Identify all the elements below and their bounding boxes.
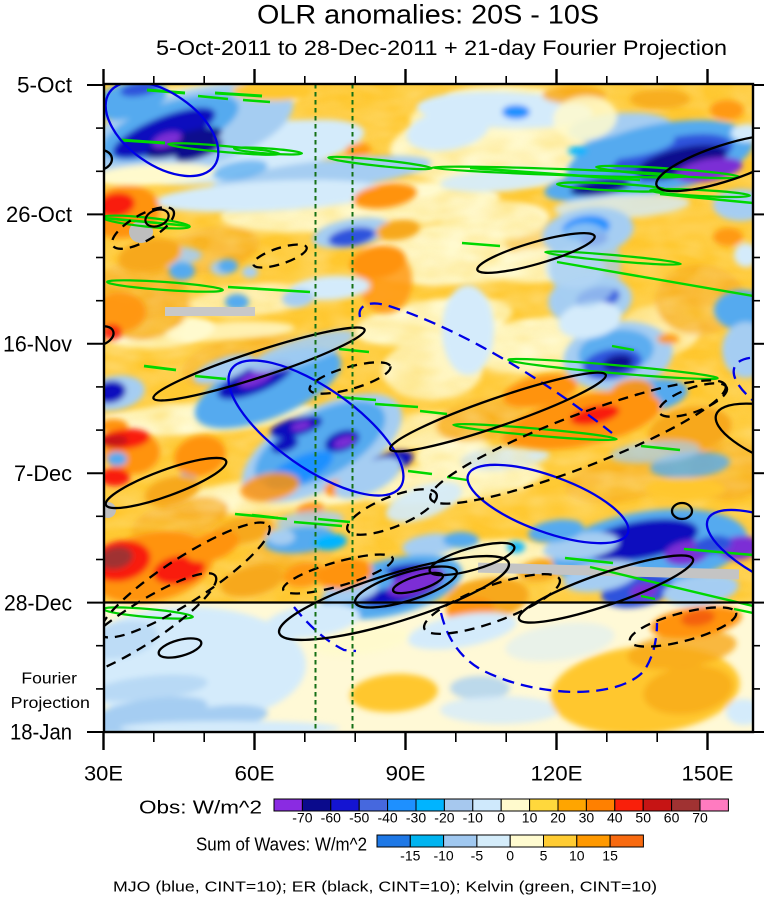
svg-text:18-Jan: 18-Jan <box>10 720 72 745</box>
svg-text:0: 0 <box>506 848 514 864</box>
svg-text:60: 60 <box>664 810 680 826</box>
svg-text:90E: 90E <box>386 763 426 786</box>
svg-text:60E: 60E <box>235 763 275 786</box>
svg-text:30E: 30E <box>84 763 123 786</box>
svg-text:40: 40 <box>607 810 623 826</box>
svg-text:120E: 120E <box>531 763 583 786</box>
svg-text:OLR anomalies: 20S - 10S: OLR anomalies: 20S - 10S <box>257 0 599 30</box>
svg-text:20: 20 <box>550 810 566 826</box>
svg-text:5-Oct: 5-Oct <box>17 73 72 98</box>
svg-text:Projection: Projection <box>11 695 90 712</box>
svg-text:-15: -15 <box>400 848 420 864</box>
svg-text:70: 70 <box>692 810 708 826</box>
svg-text:Obs: W/m^2: Obs: W/m^2 <box>139 798 262 818</box>
svg-text:-50: -50 <box>349 810 369 826</box>
svg-text:-10: -10 <box>463 810 483 826</box>
svg-text:26-Oct: 26-Oct <box>6 202 72 227</box>
svg-text:-30: -30 <box>406 810 426 826</box>
svg-text:5-Oct-2011 to 28-Dec-2011 + 21: 5-Oct-2011 to 28-Dec-2011 + 21-day Fouri… <box>156 37 727 60</box>
svg-text:-5: -5 <box>471 848 484 864</box>
svg-text:-10: -10 <box>433 848 453 864</box>
svg-text:150E: 150E <box>682 763 734 786</box>
svg-text:30: 30 <box>579 810 595 826</box>
svg-text:0: 0 <box>497 810 505 826</box>
svg-text:MJO (blue, CINT=10); ER (black: MJO (blue, CINT=10); ER (black, CINT=10)… <box>113 879 657 896</box>
svg-text:10: 10 <box>522 810 538 826</box>
svg-text:-40: -40 <box>377 810 397 826</box>
svg-text:16-Nov: 16-Nov <box>3 332 72 357</box>
svg-text:15: 15 <box>602 848 618 864</box>
svg-text:-70: -70 <box>292 810 312 826</box>
svg-text:7-Dec: 7-Dec <box>14 461 72 486</box>
svg-text:-60: -60 <box>321 810 341 826</box>
svg-text:Fourier: Fourier <box>21 671 77 688</box>
svg-text:10: 10 <box>569 848 585 864</box>
svg-text:-20: -20 <box>434 810 454 826</box>
svg-text:50: 50 <box>635 810 651 826</box>
svg-text:28-Dec: 28-Dec <box>4 590 72 615</box>
svg-text:5: 5 <box>540 848 548 864</box>
svg-text:Sum of Waves: W/m^2: Sum of Waves: W/m^2 <box>196 835 367 855</box>
